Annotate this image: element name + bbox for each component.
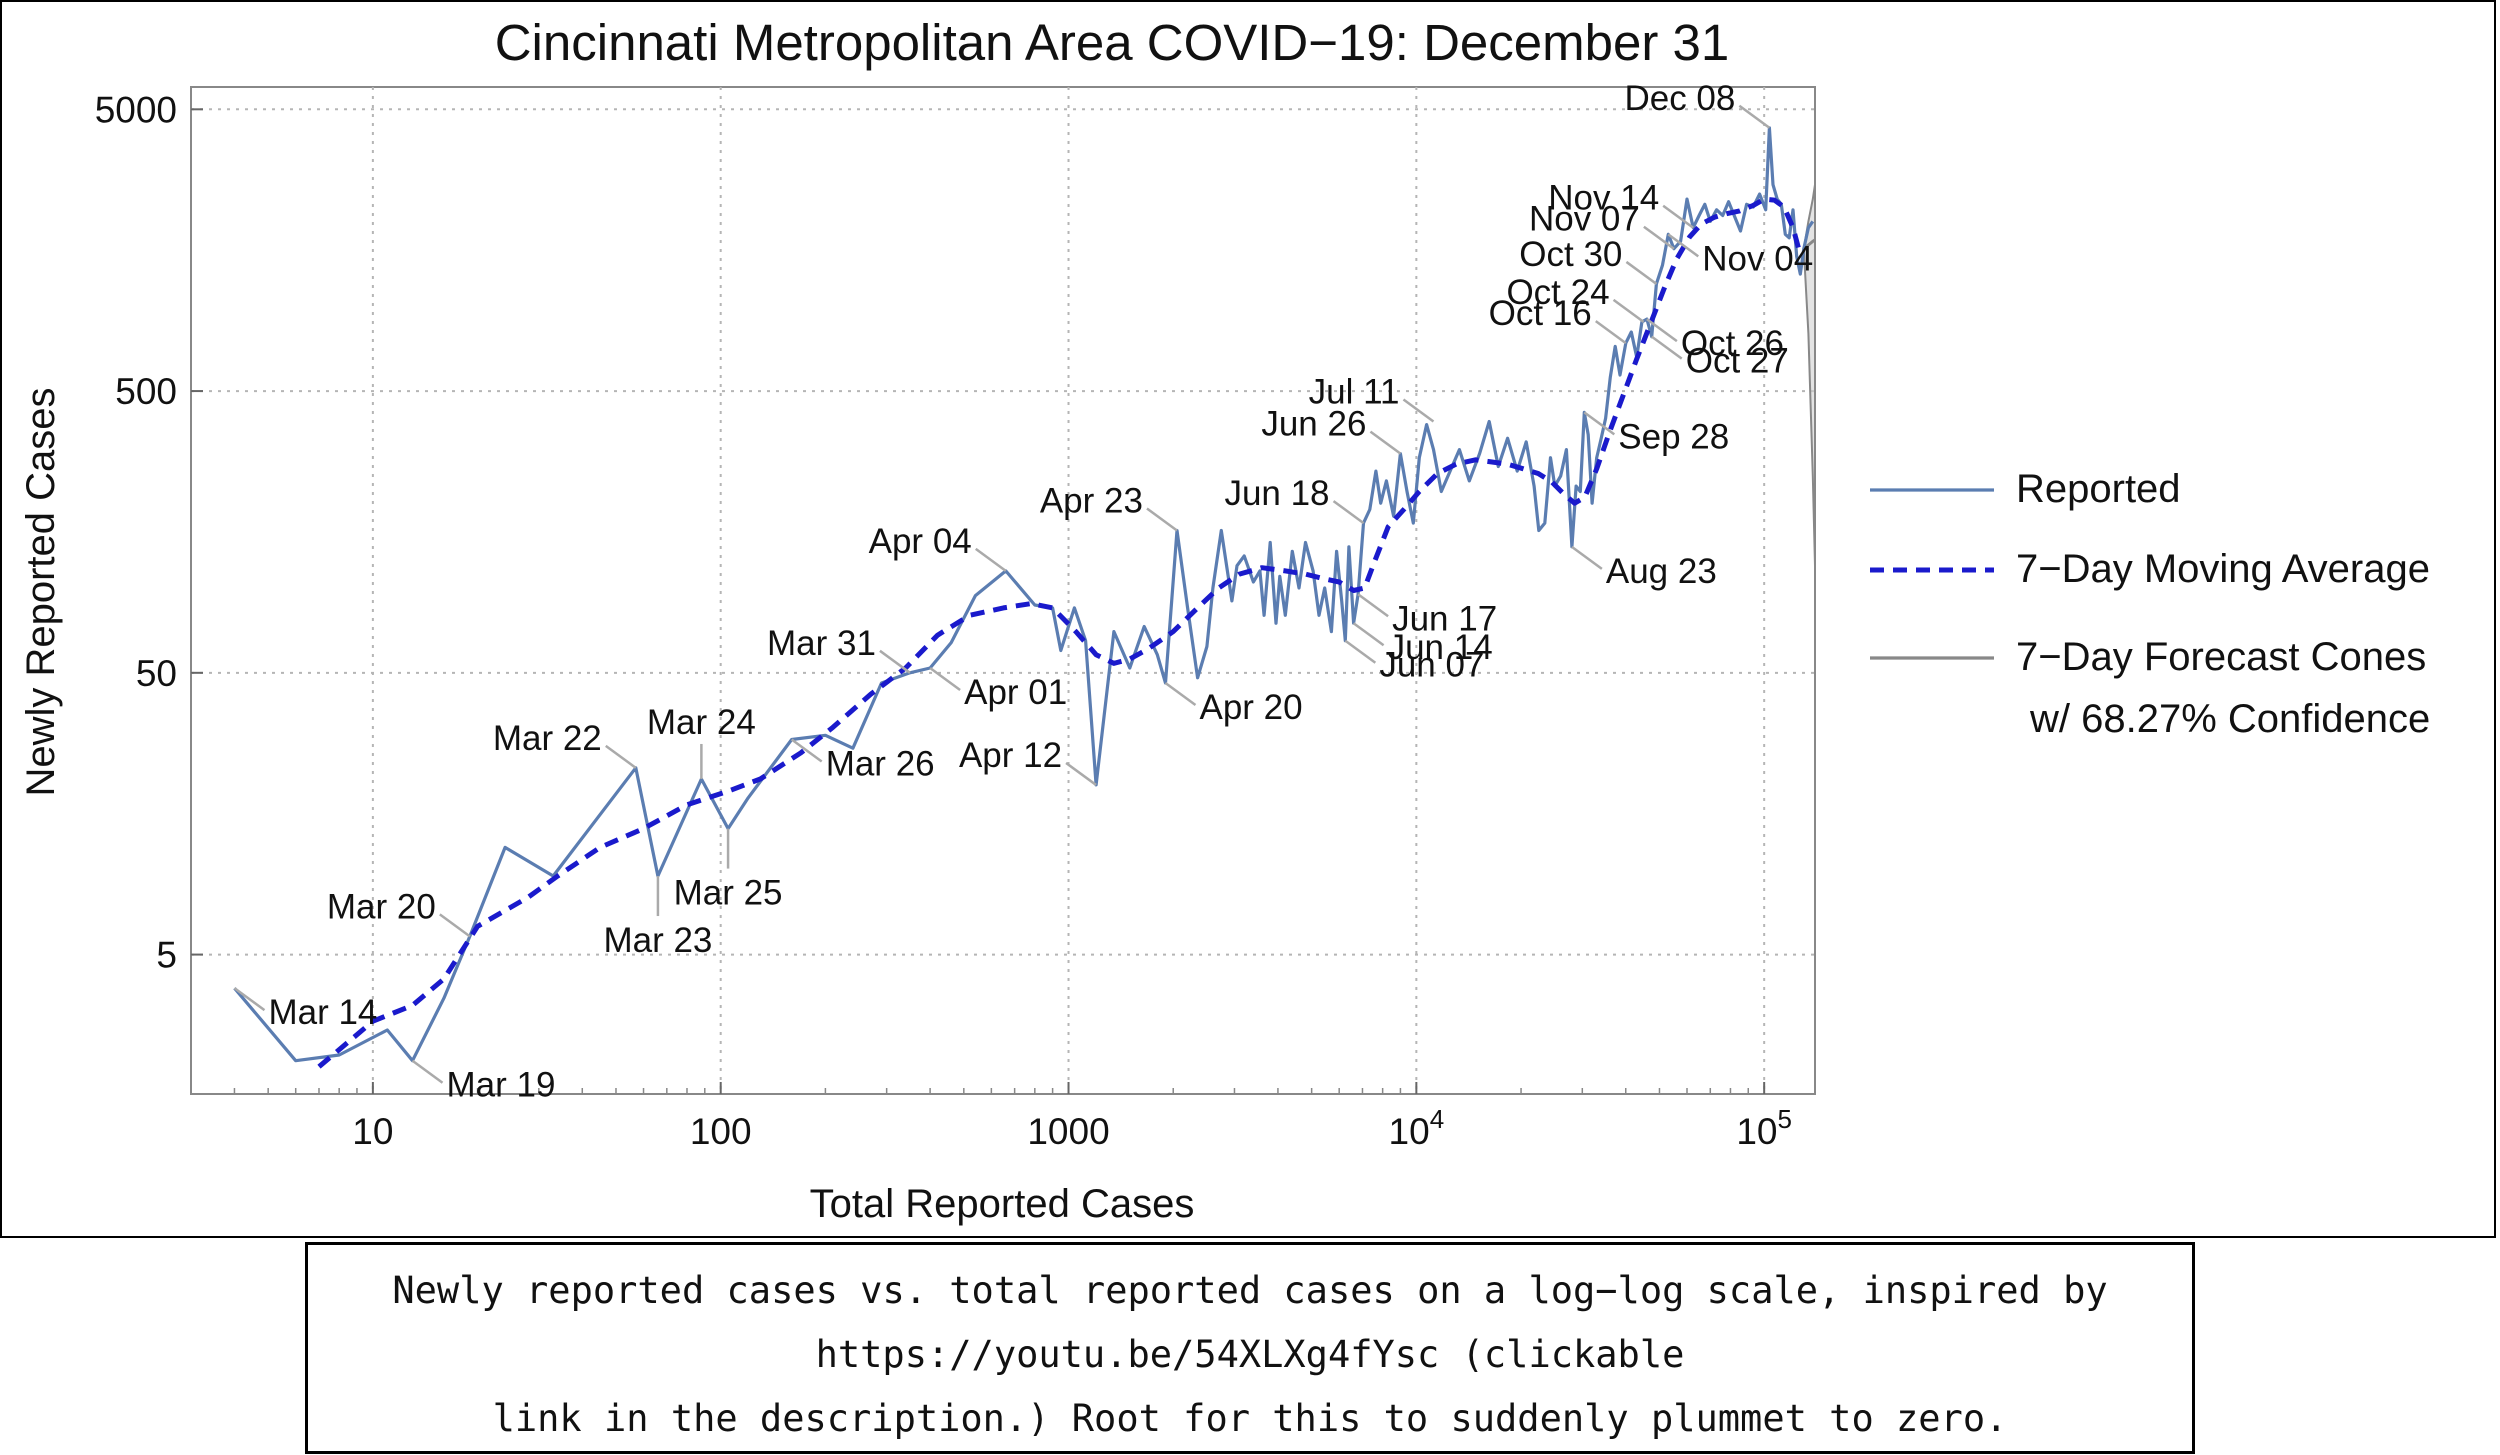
legend-label-continuation: w/ 68.27% Confidence [2029,697,2430,741]
annotation-label: Apr 12 [959,736,1062,775]
x-tick-label: 10 [352,1111,393,1152]
y-tick-label: 50 [136,653,177,694]
annotation-label: Apr 01 [964,673,1067,712]
forecast-cone-area [1802,184,1816,566]
annotation-leader [1612,298,1645,323]
chart: Cincinnati Metropolitan Area COVID−19: D… [19,14,2430,1226]
annotation-label: Oct 16 [1489,294,1592,333]
annotation-leader [233,987,266,1012]
annotation-label: Mar 23 [603,921,712,960]
legend-label: Reported [2016,467,2181,511]
caption-line-2[interactable]: https://youtu.be/54XLXg4fYsc (clickable [815,1333,1685,1376]
annotation-label: Sep 28 [1618,417,1729,456]
annotation-label: Mar 26 [826,744,935,783]
legend: Reported 7−Day Moving Average 7−Day Foreca… [1870,467,2430,741]
annotation-leader [1662,204,1694,229]
annotation-leader [1595,320,1627,345]
annotation-leader [1344,639,1377,664]
plot-area [190,86,1816,1095]
annotation-label: Jul 11 [1309,372,1400,411]
caption-box: Newly reported cases vs. total reported … [305,1242,2195,1454]
annotation-label: Oct 26 [1681,324,1784,363]
chart-title: Cincinnati Metropolitan Area COVID−19: D… [495,14,1730,71]
annotation-leader [1667,233,1700,258]
series-layer [233,126,1815,1069]
annotation-label: Oct 24 [1506,273,1609,312]
annotation-label: Apr 04 [869,522,972,561]
annotation-label: Jun 26 [1261,405,1366,444]
annotation-label: Dec 08 [1624,79,1735,118]
x-tick-label: 100 [690,1111,752,1152]
annotation-label: Oct 27 [1686,342,1789,381]
annotation-leader [1571,545,1603,570]
annotation-label: Jun 17 [1392,599,1497,638]
x-tick-label: 105 [1736,1104,1792,1152]
caption-line-1: Newly reported cases vs. total reported … [392,1269,2108,1312]
annotation-label: Mar 14 [268,993,377,1032]
legend-label: 7−Day Moving Average [2016,547,2430,591]
annotation-leader [1738,104,1771,129]
annotation-leader [1650,335,1683,360]
annotation-leader [879,649,911,674]
annotation-leader [1643,225,1675,250]
annotation-leader [439,913,471,938]
annotation-label: Mar 19 [447,1066,556,1105]
annotation-label: Mar 31 [767,624,876,663]
series-forecast-line [1802,238,1816,250]
annotation-leader [1369,430,1402,455]
annotation-label: Jun 07 [1379,646,1484,685]
x-tick-exponent: 5 [1778,1104,1792,1134]
annotation-label: Jun 14 [1388,628,1493,667]
annotation-label: Jun 18 [1224,474,1329,513]
annotation-label: Oct 30 [1519,235,1622,274]
legend-label: 7−Day Forecast Cones [2016,635,2426,679]
annotation-leader [975,547,1007,572]
annotation-label: Nov 14 [1548,179,1659,218]
annotation-leader [1646,318,1678,343]
annotation-label: Mar 25 [674,874,783,913]
y-axis-title: Newly Reported Cases [19,387,63,796]
chart-frame: Cincinnati Metropolitan Area COVID−19: D… [0,0,2496,1238]
annotation-leader [1625,260,1658,285]
annotation-label: Apr 20 [1199,688,1302,727]
annotation-label: Nov 07 [1529,200,1640,239]
annotation-leader [1146,507,1178,532]
forecast-cone [1802,184,1816,566]
annotation-label: Nov 04 [1702,239,1813,278]
x-axis-title: Total Reported Cases [810,1182,1195,1226]
annotation-leader [605,744,637,769]
annotation-leader [411,1059,444,1084]
x-tick-label: 1000 [1027,1111,1109,1152]
caption-line-3: link in the description.) Root for this … [492,1397,2008,1440]
annotation-label: Mar 22 [493,719,602,758]
annotation-leader [1352,622,1385,647]
annotation-leader [1164,682,1197,707]
annotation-leader [1065,761,1097,786]
annotation-leader [1402,398,1435,423]
series-moving-average-line [317,196,1802,1069]
annotation-label: Mar 24 [647,703,756,742]
annotation-leader [929,667,961,692]
y-tick-label: 500 [115,371,177,412]
annotation-leader [1332,500,1365,525]
annotation-leader [790,738,823,763]
x-tick-label: 104 [1389,1104,1445,1152]
annotation-label: Aug 23 [1606,552,1717,591]
annotations: Mar 14 Mar 19 Mar 20 Mar 22 Mar 23 Mar 24 Mar … [233,79,1813,1105]
annotation-label: Apr 23 [1040,481,1143,520]
annotation-leader [1583,411,1616,436]
x-tick-exponent: 4 [1430,1104,1444,1134]
annotation-label: Mar 20 [327,887,436,926]
y-tick-label: 5 [156,935,177,976]
y-tick-label: 5000 [95,89,177,130]
annotation-leader [1357,593,1389,618]
